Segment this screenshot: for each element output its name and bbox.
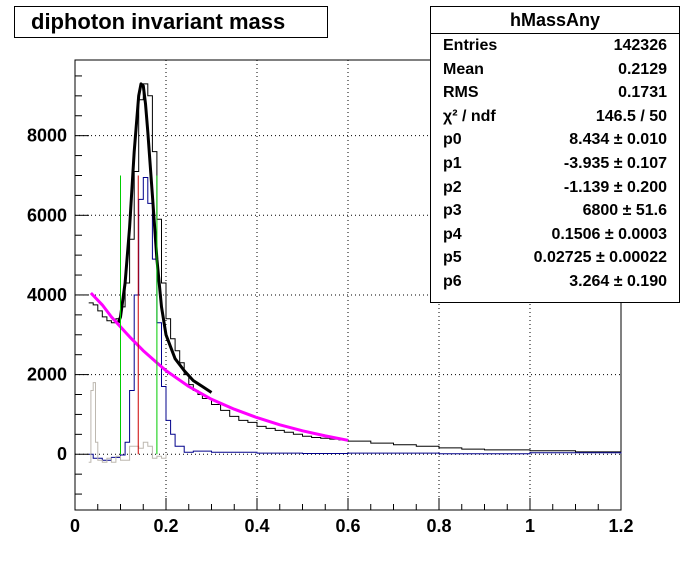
x-tick-label: 0: [70, 516, 80, 536]
stats-label: p3: [443, 202, 462, 220]
stats-row: Entries 142326: [431, 34, 679, 58]
stats-value: 3.264 ± 0.190: [569, 272, 667, 290]
y-tick-label: 0: [57, 444, 67, 464]
stats-row: p4 0.1506 ± 0.0003: [431, 223, 679, 247]
stats-value: 8.434 ± 0.010: [569, 131, 667, 149]
y-tick-label: 4000: [27, 285, 67, 305]
chart-title: diphoton invariant mass: [14, 6, 328, 38]
stats-row: χ² / ndf 146.5 / 50: [431, 105, 679, 129]
stats-label: p0: [443, 131, 462, 149]
stats-row: p0 8.434 ± 0.010: [431, 128, 679, 152]
y-tick-label: 8000: [27, 126, 67, 146]
stats-label: RMS: [443, 84, 479, 102]
stats-row: p5 0.02725 ± 0.00022: [431, 246, 679, 270]
stats-value: -3.935 ± 0.107: [563, 154, 667, 172]
x-tick-label: 1.2: [608, 516, 633, 536]
stats-value: 0.02725 ± 0.00022: [533, 249, 667, 267]
x-tick-label: 0.4: [244, 516, 269, 536]
stats-value: 0.1731: [618, 84, 667, 102]
stats-label: χ² / ndf: [443, 107, 496, 125]
stats-label: Entries: [443, 37, 498, 54]
background_fit-curve: [89, 291, 349, 442]
signal-histogram: [88, 177, 622, 461]
stats-label: p5: [443, 249, 462, 267]
y-tick-label: 2000: [27, 365, 67, 385]
stats-row: p2 -1.139 ± 0.200: [431, 176, 679, 200]
stats-value: 142326: [613, 37, 667, 54]
stats-value: 146.5 / 50: [595, 107, 667, 125]
stats-title: hMassAny: [431, 7, 679, 34]
stats-label: p2: [443, 178, 462, 196]
stats-row: RMS 0.1731: [431, 81, 679, 105]
stats-label: p1: [443, 154, 462, 172]
total-histogram: [88, 83, 622, 453]
stats-row: p1 -3.935 ± 0.107: [431, 152, 679, 176]
stats-label: Mean: [443, 60, 484, 78]
stats-value: 0.1506 ± 0.0003: [551, 225, 667, 243]
x-tick-label: 1: [525, 516, 535, 536]
y-tick-label: 6000: [27, 205, 67, 225]
x-tick-label: 0.6: [335, 516, 360, 536]
stats-row: p6 3.264 ± 0.190: [431, 270, 679, 294]
stats-label: p4: [443, 225, 462, 243]
stats-row: Mean 0.2129: [431, 58, 679, 82]
x-tick-label: 0.8: [426, 516, 451, 536]
stats-rows: Entries 142326 Mean 0.2129 RMS 0.1731 χ² / ndf…: [431, 34, 679, 294]
stats-value: 6800 ± 51.6: [582, 202, 667, 220]
x-tick-label: 0.2: [153, 516, 178, 536]
stats-label: p6: [443, 272, 462, 290]
axes: 0 0.2 0.4 0.6 0.8 1 1.2 0 2000 4000 6000 8000: [27, 75, 634, 536]
stats-value: -1.139 ± 0.200: [563, 178, 667, 196]
background_residual-histogram: [88, 382, 167, 463]
stats-value: 0.2129: [618, 60, 667, 78]
stats-row: p3 6800 ± 51.6: [431, 199, 679, 223]
data-series: [88, 82, 622, 463]
fit-curve: [116, 82, 213, 394]
stats-box: hMassAny Entries 142326 Mean 0.2129 RMS 0.173…: [430, 6, 680, 303]
